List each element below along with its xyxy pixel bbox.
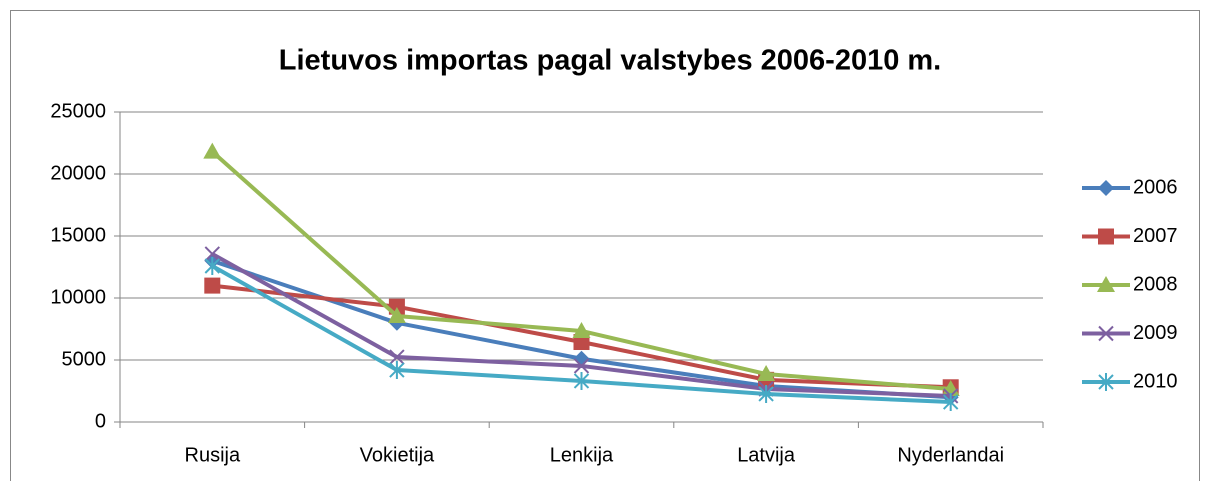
marker: [1098, 180, 1114, 196]
marker: [204, 277, 221, 294]
marker: [758, 384, 774, 403]
legend-label: 2007: [1133, 225, 1178, 247]
x-tick-label: Lenkija: [550, 444, 614, 466]
marker: [204, 246, 221, 262]
y-tick-label: 0: [95, 410, 106, 432]
marker: [942, 393, 959, 412]
marker: [1097, 276, 1115, 292]
y-tick-label: 25000: [50, 100, 106, 122]
marker: [572, 321, 591, 338]
x-tick-label: Latvija: [737, 444, 796, 466]
marker: [573, 358, 590, 374]
marker: [757, 365, 776, 382]
chart-frame: [10, 10, 1200, 481]
legend-label: 2006: [1133, 176, 1178, 198]
x-tick-label: Vokietija: [360, 444, 435, 466]
x-tick-label: Rusija: [185, 444, 241, 466]
marker: [573, 371, 590, 390]
marker: [204, 257, 221, 276]
y-tick-label: 20000: [50, 162, 106, 184]
x-tick-label: Nyderlandai: [897, 444, 1004, 466]
marker: [1098, 325, 1114, 342]
marker: [389, 349, 405, 365]
legend-label: 2010: [1133, 370, 1178, 392]
marker: [203, 142, 222, 159]
y-tick-label: 15000: [50, 224, 106, 246]
marker: [1098, 228, 1114, 245]
y-tick-label: 5000: [62, 348, 107, 370]
marker: [1098, 373, 1114, 391]
y-tick-label: 10000: [50, 286, 106, 308]
chart-title: Lietuvos importas pagal valstybes 2006-2…: [279, 45, 941, 77]
marker: [387, 306, 406, 323]
legend-label: 2008: [1133, 273, 1178, 295]
marker: [389, 361, 405, 380]
legend-label: 2009: [1133, 322, 1178, 344]
marker: [573, 334, 590, 351]
